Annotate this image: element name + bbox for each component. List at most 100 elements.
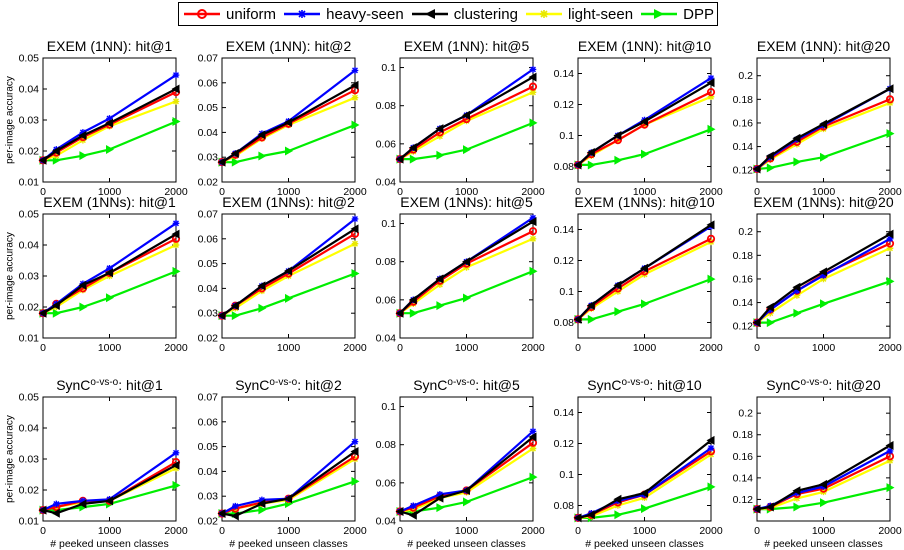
y-tick-label: 0.12 [554,99,575,111]
y-tick-label: 0.03 [19,454,40,466]
subplot-9: EXEM (1NNs): hit@10 0.08 0.1 0.12 0.14 0 1000 2… [554,194,723,354]
marker-dpp [463,497,471,507]
marker-heavy-seen [106,115,113,122]
marker-clustering [586,148,595,158]
marker-dpp [231,311,240,321]
marker-clustering [408,143,417,153]
marker-light-seen [463,117,470,125]
subplot-title: EXEM (1NNs): hit@1 [43,194,176,210]
y-axis-label: per-image accuracy [4,415,15,503]
y-tick-label: 0.02 [19,485,40,497]
marker-dpp [409,154,418,164]
subplot-title: EXEM (1NNs): hit@10 [574,194,714,210]
y-tick-label: 0.01 [19,177,40,189]
legend-swatch-dpp [641,9,678,19]
marker-heavy-seen [820,272,827,279]
y-tick-label: 0.12 [554,438,575,450]
marker-dpp [351,476,360,486]
x-tick-label: 1000 [98,525,122,537]
marker-clustering [38,155,47,165]
y-tick-label: 0.1 [559,469,574,481]
marker-dpp [641,149,649,159]
marker-dpp [587,160,596,170]
x-axis-label: # peeked unseen classes [407,538,526,550]
y-tick-label: 0.18 [733,94,754,106]
marker-clustering [51,300,60,310]
x-tick-label: 1000 [455,525,479,537]
y-tick-label: 0.04 [198,466,219,478]
title-superscript: o-vs-o [90,377,118,388]
y-tick-label: 0.04 [19,423,40,435]
y-tick-label: 0.1 [559,286,574,298]
legend-item-dpp: DPP [639,6,714,23]
marker-light-seen [707,93,715,101]
y-tick-label: 0.04 [198,127,219,139]
title-suffix: : hit@1 [118,377,163,393]
marker-heavy-seen [707,74,715,82]
marker-light-seen [793,495,801,502]
subplot-4: EXEM (1NN): hit@10 0.08 0.1 0.12 0.14 0 1000 20… [554,38,723,198]
y-tick-label: 0.03 [198,152,219,164]
y-tick-label: 0.05 [19,53,40,65]
y-tick-label: 0.14 [733,472,754,484]
marker-dpp [79,302,88,312]
legend-item-clustering: clustering [410,6,518,23]
marker-dpp [820,498,828,508]
y-tick-label: 0.2 [738,408,753,420]
x-tick-label: 0 [219,525,225,537]
marker-dpp [258,303,267,313]
y-tick-label: 0.1 [559,130,574,142]
x-tick-label: 2000 [878,525,902,537]
marker-dpp [886,483,895,493]
marker-clustering [462,257,470,267]
x-tick-label: 1000 [98,342,122,354]
subplot-13: SynCo-vs-o: hit@5 0.04 0.06 0.08 0.1 0 1000 200… [376,377,545,550]
marker-uniform [528,227,538,236]
marker-clustering [792,282,801,292]
marker-clustering [765,302,774,312]
x-tick-label: 2000 [699,342,723,354]
x-tick-label: 2000 [343,525,367,537]
x-tick-label: 1000 [277,342,301,354]
marker-dpp [79,151,88,161]
y-tick-label: 0.05 [198,441,219,453]
marker-light-seen [529,235,537,243]
x-tick-label: 2000 [878,186,902,198]
y-tick-label: 0.01 [19,333,40,345]
marker-heavy-seen [53,500,60,508]
marker-dpp [52,308,61,318]
marker-dpp [793,502,802,512]
y-tick-label: 0.06 [198,416,219,428]
subplot-10: EXEM (1NNs): hit@20 0.12 0.14 0.16 0.18 0.2 0 1… [733,194,902,354]
marker-light-seen [410,506,417,513]
marker-light-seen [351,240,359,248]
x-tick-label: 1000 [633,342,657,354]
marker-clustering [765,151,774,161]
subplot-title: SynCo-vs-o: hit@20 [766,377,881,393]
marker-light-seen [820,275,827,283]
marker-clustering [819,119,827,129]
y-tick-label: 0.05 [198,102,219,114]
marker-dpp [820,299,828,309]
y-tick-label: 0.04 [376,177,397,189]
x-axis-label: # peeked unseen classes [229,538,348,550]
marker-light-seen [793,292,801,299]
subplot-title: EXEM (1NN): hit@2 [226,38,352,54]
y-tick-label: 0.01 [19,516,40,528]
x-tick-label: 1000 [633,186,657,198]
marker-dpp [707,482,716,492]
legend-swatch-uniform [184,9,221,19]
legend-label: clustering [453,5,518,23]
marker-dpp [285,146,293,156]
legend-swatch-light-seen [526,10,563,18]
marker-clustering [435,493,444,503]
title-suffix: : hit@2 [297,377,342,393]
y-tick-label: 0.1 [381,218,396,230]
marker-light-seen [106,122,113,130]
x-tick-label: 2000 [164,342,188,354]
marker-light-seen [79,286,87,294]
marker-dpp [172,480,181,490]
marker-uniform [706,234,716,243]
subplot-11: SynCo-vs-o: hit@1 0.01 0.02 0.03 0.04 0.05 0 10… [4,377,187,550]
marker-dpp [614,510,623,520]
